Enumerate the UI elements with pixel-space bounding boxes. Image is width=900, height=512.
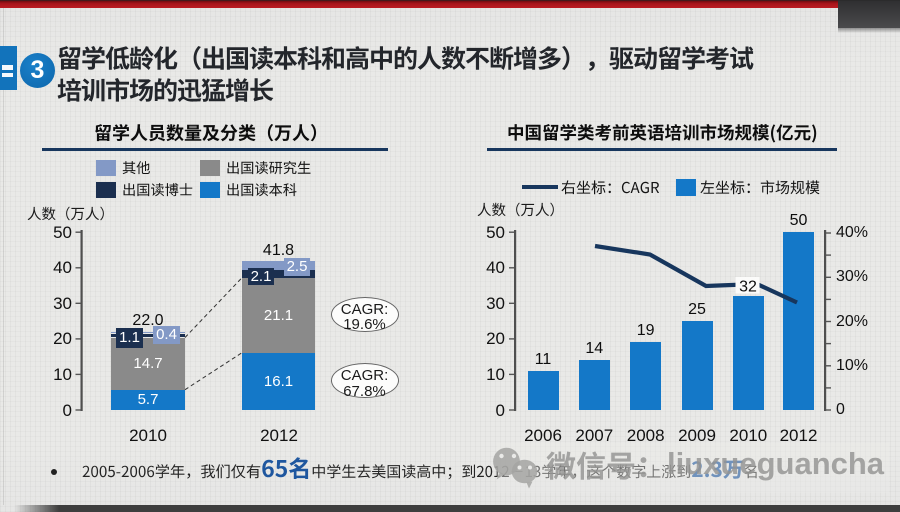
svg-text:32: 32	[739, 279, 757, 296]
